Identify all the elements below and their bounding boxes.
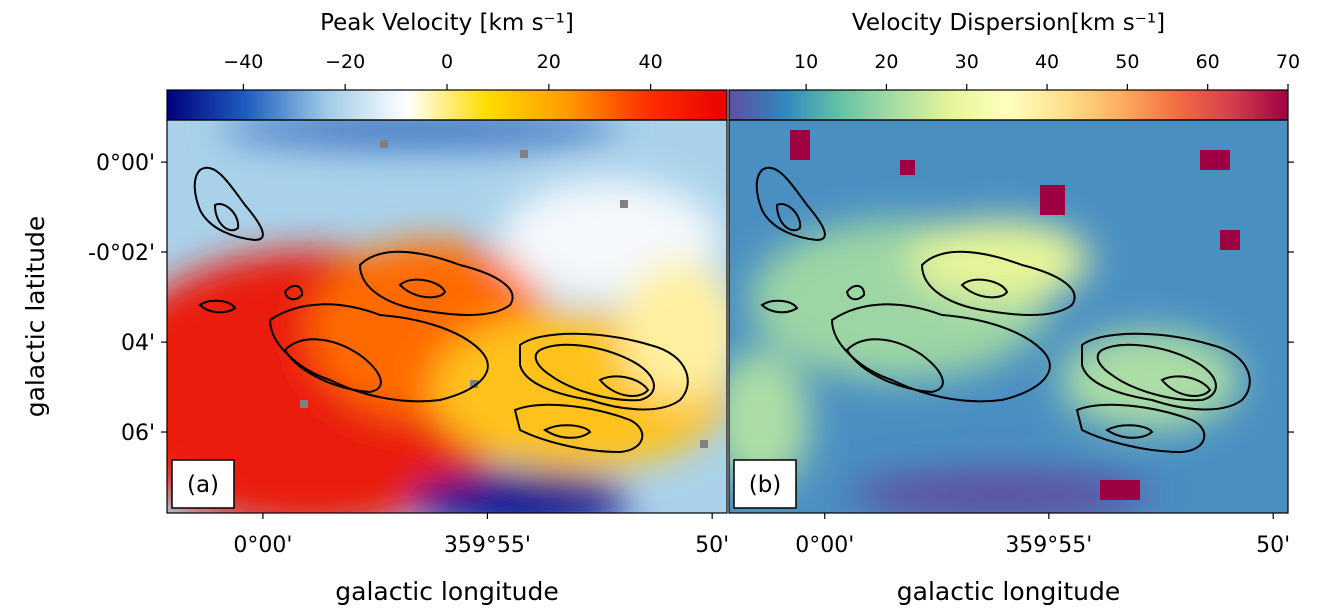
map-b bbox=[729, 120, 1288, 513]
x-tick-label: 0°00' bbox=[795, 533, 854, 558]
panel-label: (b) bbox=[749, 472, 782, 498]
y-tick-label: 0°00' bbox=[96, 151, 155, 176]
x-axis-label: galactic longitude bbox=[897, 577, 1120, 606]
plot-frame bbox=[728, 119, 1289, 514]
colorbar-tick-label: −20 bbox=[325, 51, 365, 73]
colorbar bbox=[728, 89, 1289, 121]
y-tick-label: -0°02' bbox=[88, 241, 155, 266]
colorbar-label: Velocity Dispersion[km s⁻¹] bbox=[852, 10, 1165, 36]
x-axis-label: galactic longitude bbox=[335, 577, 558, 606]
x-tick-label: 50' bbox=[1256, 533, 1290, 558]
colorbar-tick-label: −40 bbox=[223, 51, 263, 73]
panel-label-box bbox=[733, 459, 797, 509]
colorbar-tick-label: 30 bbox=[955, 51, 979, 73]
plot-frame bbox=[166, 119, 728, 514]
x-tick-label: 359°55' bbox=[444, 533, 531, 558]
colorbar bbox=[166, 89, 728, 121]
panel-label: (a) bbox=[187, 472, 219, 498]
colorbar-tick-label: 70 bbox=[1276, 51, 1300, 73]
y-tick-label: 06' bbox=[121, 421, 155, 446]
colorbar-tick-label: 40 bbox=[1035, 51, 1059, 73]
x-tick-label: 0°00' bbox=[233, 533, 292, 558]
colorbar-tick-label: 40 bbox=[639, 51, 663, 73]
panel-label-box bbox=[171, 459, 235, 509]
colorbar-tick-label: 50 bbox=[1115, 51, 1139, 73]
colorbar-label: Peak Velocity [km s⁻¹] bbox=[320, 10, 574, 36]
x-tick-label: 50' bbox=[695, 533, 729, 558]
map-a bbox=[167, 120, 727, 513]
colorbar-tick-label: 20 bbox=[874, 51, 898, 73]
y-tick-label: 04' bbox=[121, 331, 155, 356]
colorbar-tick-label: 0 bbox=[441, 51, 453, 73]
colorbar-tick-label: 20 bbox=[537, 51, 561, 73]
colorbar-tick-label: 10 bbox=[794, 51, 818, 73]
x-tick-label: 359°55' bbox=[1005, 533, 1092, 558]
y-axis-label: galactic latitude bbox=[21, 216, 50, 418]
colorbar-tick-label: 60 bbox=[1196, 51, 1220, 73]
